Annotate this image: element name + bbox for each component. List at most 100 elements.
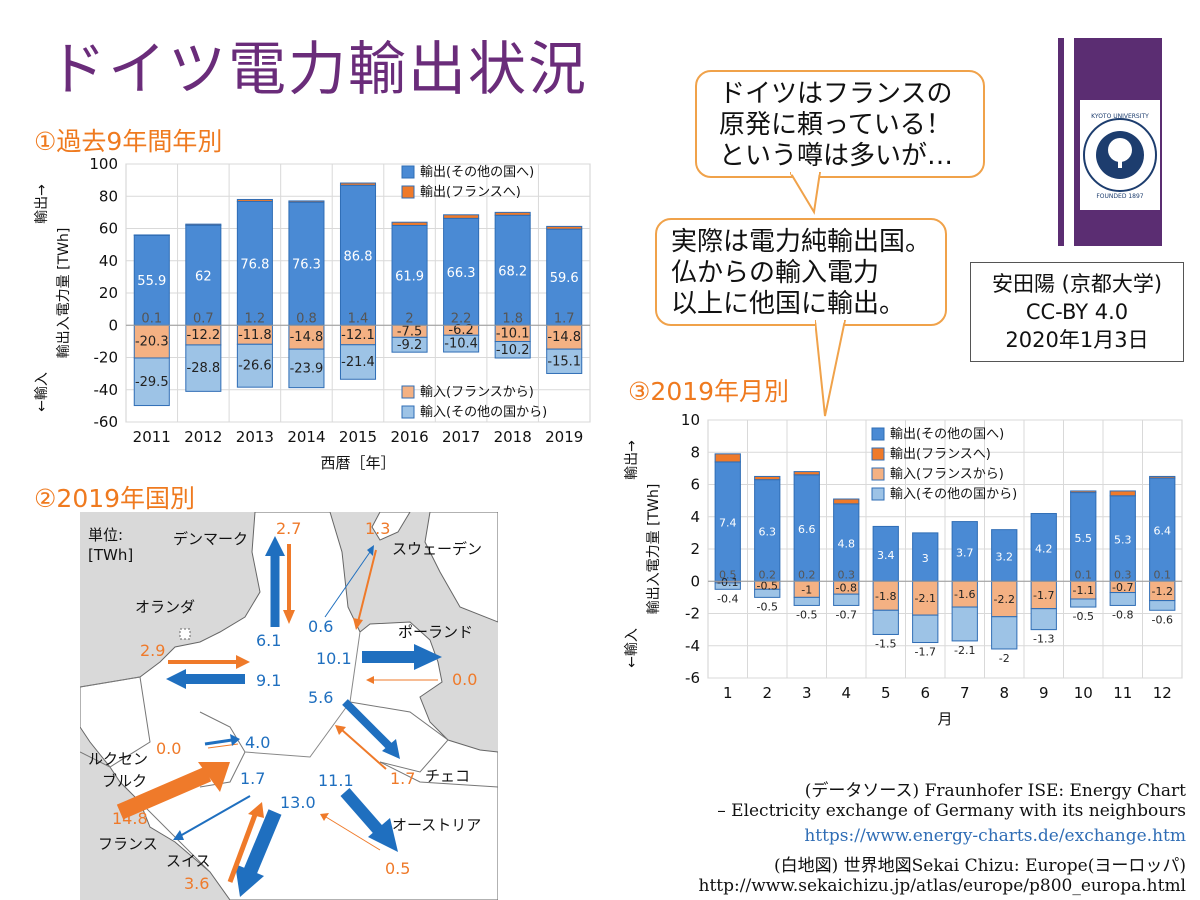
monthly-data-label-s3: -0.5 <box>757 600 778 613</box>
annual-data-label-s3: -15.1 <box>547 354 581 369</box>
arrow-export-france <box>179 795 251 837</box>
annual-y-tick-label: 20 <box>99 284 118 302</box>
map-unit-label: 単位: <box>88 526 123 544</box>
speech-bubble-fact-tail <box>815 320 847 417</box>
flow-value-czech-import: 1.7 <box>390 769 415 788</box>
annual-y-axis-title: 輸出入電力量 [TWh] <box>56 228 72 359</box>
source-map-label: (白地図) 世界地図Sekai Chizu: Europe(ヨーロッパ) <box>773 856 1186 876</box>
annual-x-tick-label: 2011 <box>133 428 171 446</box>
source-data-link[interactable]: https://www.energy-charts.de/exchange.ht… <box>804 826 1186 846</box>
monthly-bar-s0 <box>1149 477 1176 582</box>
monthly-data-label-s0: 3.4 <box>877 549 895 562</box>
arrow-export-czech <box>342 699 393 750</box>
annual-x-tick-label: 2018 <box>494 428 532 446</box>
monthly-bar-s3 <box>991 616 1018 650</box>
monthly-data-label-s0: 5.3 <box>1114 534 1132 547</box>
annual-y-tick-label: 60 <box>99 220 118 238</box>
monthly-x-tick-label: 5 <box>881 684 891 702</box>
country-label-denmark: デンマーク <box>173 530 248 548</box>
monthly-bar-s0 <box>912 532 939 582</box>
annual-data-label-s2: -14.8 <box>547 330 581 345</box>
annual-bar-s3 <box>391 336 428 353</box>
country-label-austria: オーストリア <box>392 816 481 834</box>
arrow-export-switzerland <box>243 809 282 875</box>
monthly-data-label-s2: -0.1 <box>717 576 738 589</box>
annual-legend-label-s0: 輸出(その他の国へ) <box>420 165 534 180</box>
annual-bar-s1 <box>546 225 583 230</box>
speech-bubble-fact: 実際は電力純輸出国。 仏からの輸入電力 以上に他国に輸出。 <box>655 218 947 326</box>
monthly-legend-label-s3: 輸入(その他の国から) <box>890 487 1017 502</box>
monthly-data-label-s0: 3.7 <box>956 546 974 559</box>
monthly-y-tick-label: 4 <box>690 508 700 526</box>
arrow-import-switzerland <box>227 811 259 883</box>
annual-bar-s1 <box>288 200 325 203</box>
annual-bar-s3 <box>288 348 325 389</box>
monthly-bar-s1 <box>1149 475 1176 479</box>
monthly-data-label-s3: -0.7 <box>836 608 857 621</box>
arrow-head-export-netherlands <box>166 669 186 689</box>
annual-y-tick-label: -40 <box>94 381 119 399</box>
monthly-y-tick-label: 2 <box>690 540 700 558</box>
monthly-data-label-s0: 7.4 <box>719 517 737 530</box>
annual-y-tick-label: 80 <box>99 187 118 205</box>
monthly-data-label-s2: -2.2 <box>994 593 1015 606</box>
monthly-bar-s0 <box>991 529 1018 582</box>
monthly-data-label-s3: -0.5 <box>796 608 817 621</box>
annual-bar-s1 <box>133 234 170 236</box>
logo-accent-bar <box>1058 38 1064 246</box>
annual-data-label-s3: -10.4 <box>444 337 478 352</box>
annual-legend-label-s3: 輸入(その他の国から) <box>420 405 547 420</box>
monthly-legend-label-s1: 輸出(フランスへ) <box>890 447 991 462</box>
annual-data-label-s0: 76.3 <box>292 258 321 273</box>
annual-bar-s3 <box>185 344 222 392</box>
flow-value-france-import: 14.8 <box>112 809 148 828</box>
annual-bar-s1 <box>443 214 480 219</box>
arrow-import-france <box>116 766 212 820</box>
annual-data-label-s1: 2.2 <box>451 311 472 326</box>
annual-data-label-s0: 66.3 <box>447 266 476 281</box>
monthly-x-tick-label: 12 <box>1153 684 1172 702</box>
annual-legend-label-s1: 輸出(フランスへ) <box>420 185 521 200</box>
monthly-bar-s1 <box>1070 490 1097 494</box>
monthly-data-label-s0: 5.5 <box>1075 532 1093 545</box>
monthly-x-tick-label: 11 <box>1113 684 1132 702</box>
annual-bar-s3 <box>546 348 583 374</box>
sweden-landmass <box>424 512 498 623</box>
annual-data-label-s2: -10.1 <box>496 326 530 341</box>
source-map-link[interactable]: http://www.sekaichizu.jp/atlas/europe/p8… <box>698 876 1186 896</box>
annual-bar-s2 <box>133 324 170 359</box>
flow-value-czech-export: 5.6 <box>308 688 333 707</box>
source-data-label: (データソース) Fraunhofer ISE: Energy Chart <box>804 781 1186 801</box>
flow-value-luxembourg-import: 0.0 <box>156 739 181 758</box>
annual-data-label-s2: -12.1 <box>341 328 375 343</box>
flow-value-netherlands-import: 9.1 <box>256 671 281 690</box>
monthly-data-label-s2: -0.7 <box>1112 581 1133 594</box>
country-label-poland: ポーランド <box>398 623 473 641</box>
annual-data-label-s3: -21.4 <box>341 355 375 370</box>
annual-x-tick-label: 2014 <box>287 428 325 446</box>
monthly-bar-s3 <box>1030 608 1057 631</box>
annual-data-label-s0: 76.8 <box>240 257 269 272</box>
monthly-data-label-s3: -1.7 <box>915 646 936 659</box>
annual-bar-s1 <box>391 221 428 226</box>
annual-data-label-s3: -28.8 <box>187 361 221 376</box>
arrow-export-sweden <box>324 551 371 618</box>
fact-line-3: 以上に他国に輸出。 <box>671 289 906 319</box>
svg-text:KYOTO UNIVERSITY: KYOTO UNIVERSITY <box>1091 113 1149 120</box>
annual-data-label-s1: 1.2 <box>245 311 266 326</box>
monthly-bar-chart: -6-4-202468107.40.5-0.1-0.416.30.2-0.5-0… <box>624 411 1183 728</box>
annual-data-label-s2: -12.2 <box>187 328 221 343</box>
credit-license: CC-BY 4.0 <box>1025 300 1129 324</box>
annual-data-label-s0: 62 <box>195 269 212 284</box>
monthly-data-label-s3: -1.3 <box>1033 633 1054 646</box>
monthly-x-tick-label: 4 <box>841 684 851 702</box>
inner-border <box>244 701 351 758</box>
monthly-y-tick-label: -2 <box>685 605 700 623</box>
annual-data-label-s1: 2 <box>405 311 413 326</box>
flow-value-france-export: 1.7 <box>240 769 265 788</box>
annual-data-label-s2: -6.2 <box>448 323 473 338</box>
annual-data-label-s3: -10.2 <box>496 343 530 358</box>
flow-value-poland-export: 10.1 <box>316 649 352 668</box>
monthly-x-tick-label: 10 <box>1074 684 1093 702</box>
annual-data-label-s0: 86.8 <box>344 249 373 264</box>
